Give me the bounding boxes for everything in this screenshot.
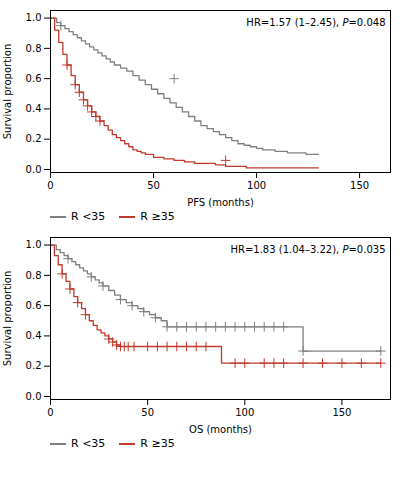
svg-text:1.0: 1.0	[26, 12, 42, 23]
svg-text:50: 50	[147, 180, 160, 191]
svg-text:HR=1.83 (1.04–3.22), P=0.035: HR=1.83 (1.04–3.22), P=0.035	[230, 244, 385, 255]
svg-text:0.4: 0.4	[26, 103, 42, 114]
svg-text:Survival proportion: Survival proportion	[2, 44, 13, 140]
svg-text:0.8: 0.8	[26, 43, 42, 54]
svg-text:150: 150	[350, 180, 369, 191]
svg-text:100: 100	[235, 407, 254, 418]
svg-text:0.2: 0.2	[26, 133, 42, 144]
svg-text:0.0: 0.0	[26, 164, 42, 175]
svg-text:0.6: 0.6	[26, 73, 42, 84]
svg-text:50: 50	[141, 407, 154, 418]
html-text:R <35: R <35	[71, 437, 106, 450]
svg-text:0.4: 0.4	[26, 330, 42, 341]
svg-text:1.0: 1.0	[26, 239, 42, 250]
svg-text:0: 0	[47, 180, 53, 191]
svg-text:0.6: 0.6	[26, 300, 42, 311]
html-text:R ≥35: R ≥35	[140, 210, 175, 223]
svg-text:0.0: 0.0	[26, 391, 42, 402]
svg-text:0.8: 0.8	[26, 270, 42, 281]
svg-text:PFS (months): PFS (months)	[187, 197, 254, 208]
svg-text:0: 0	[47, 407, 53, 418]
html-text:R ≥35: R ≥35	[140, 437, 175, 450]
svg-text:HR=1.57 (1–2.45), P=0.048: HR=1.57 (1–2.45), P=0.048	[246, 17, 385, 28]
svg-text:100: 100	[247, 180, 266, 191]
svg-text:Survival proportion: Survival proportion	[2, 271, 13, 367]
svg-text:0.2: 0.2	[26, 360, 42, 371]
svg-text:150: 150	[332, 407, 351, 418]
html-text:R <35: R <35	[71, 210, 106, 223]
svg-text:OS (months): OS (months)	[189, 424, 252, 435]
